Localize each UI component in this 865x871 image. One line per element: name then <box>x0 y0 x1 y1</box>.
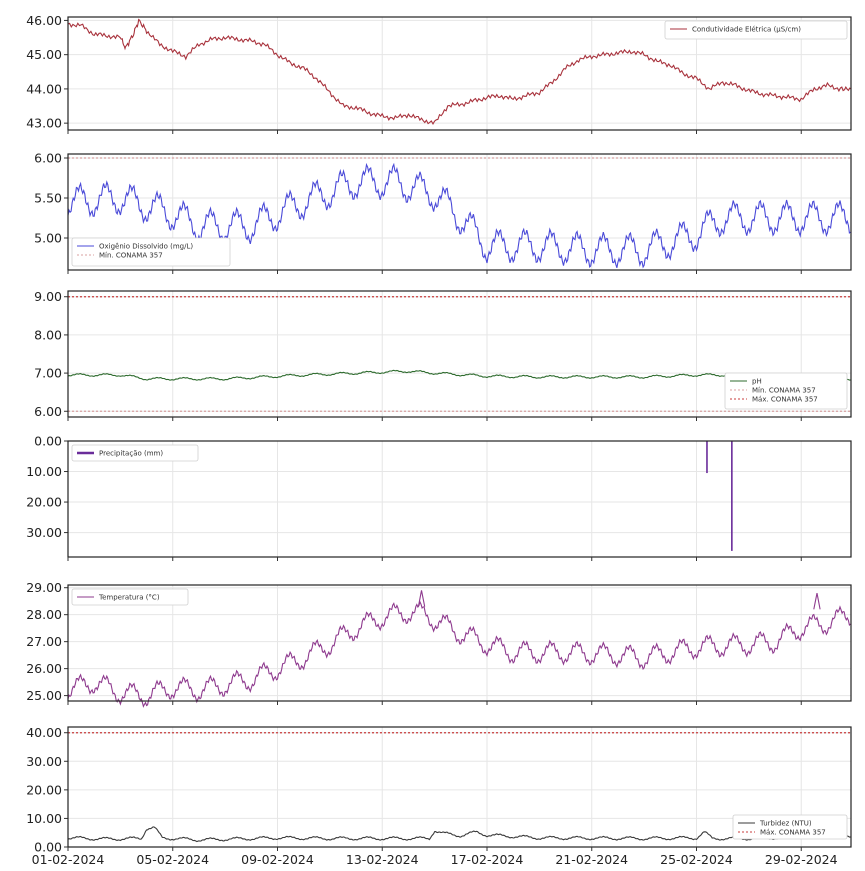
legend: Precipitação (mm) <box>71 444 199 462</box>
y-tick-label: 26.00 <box>26 661 62 676</box>
legend-box <box>724 372 848 410</box>
y-tick-label: 6.00 <box>34 404 62 419</box>
y-tick-label: 28.00 <box>26 607 62 622</box>
plot-frame <box>67 16 852 131</box>
y-tick-label: 29.00 <box>26 580 62 595</box>
data-peak <box>417 590 426 607</box>
y-tick-label: 5.00 <box>34 231 62 246</box>
y-tick-label: 5.50 <box>34 191 62 206</box>
legend-label: Precipitação (mm) <box>99 450 163 458</box>
y-tick-label: 27.00 <box>26 634 62 649</box>
plot-frame <box>67 153 852 271</box>
legend: Turbidez (NTU)Máx. CONAMA 357 <box>732 814 848 840</box>
x-tick-label: 09-02-2024 <box>241 852 314 867</box>
legend-label: Mín. CONAMA 357 <box>752 387 816 395</box>
y-tick-label: 20.00 <box>26 495 62 510</box>
legend-label: Oxigênio Dissolvido (mg/L) <box>99 243 193 251</box>
data-line <box>67 826 851 843</box>
legend-box <box>71 444 199 462</box>
chart-panel-5: 25.00 26.00 27.00 28.00 29.00 Temperatura (°C… <box>26 580 852 708</box>
legend-label: Máx. CONAMA 357 <box>760 829 826 837</box>
y-tick-label: 30.00 <box>26 525 62 540</box>
y-tick-label: 8.00 <box>34 327 62 342</box>
y-tick-label: 10.00 <box>26 811 62 826</box>
plot-frame <box>67 584 852 702</box>
y-tick-label: 30.00 <box>26 754 62 769</box>
legend-box <box>664 20 848 40</box>
y-tick-label: 9.00 <box>34 289 62 304</box>
y-tick-label: 0.00 <box>34 434 62 449</box>
legend-box <box>71 588 189 606</box>
x-tick-label: 29-02-2024 <box>765 852 838 867</box>
y-tick-label: 46.00 <box>26 13 62 28</box>
y-tick-label: 20.00 <box>26 782 62 797</box>
chart-panel-1: 43.00 44.00 45.00 46.00 Condutividade Elétri… <box>26 13 852 134</box>
x-tick-label: 17-02-2024 <box>451 852 524 867</box>
legend: Temperatura (°C) <box>71 588 189 606</box>
y-tick-label: 43.00 <box>26 116 62 131</box>
chart-panel-4: 0.00 10.00 20.00 30.00 Precipitação (mm) <box>26 434 852 561</box>
y-tick-label: 40.00 <box>26 725 62 740</box>
plot-frame <box>67 726 852 848</box>
data-peak <box>813 592 821 610</box>
legend-box <box>71 237 231 267</box>
legend: Condutividade Elétrica (µS/cm) <box>664 20 848 40</box>
x-tick-label: 25-02-2024 <box>660 852 733 867</box>
y-tick-label: 25.00 <box>26 688 62 703</box>
x-tick-label: 05-02-2024 <box>136 852 209 867</box>
y-tick-label: 6.00 <box>34 151 62 166</box>
chart-panel-2: 5.00 5.50 6.00 Oxigênio Dissolvido (mg/L)Mí… <box>34 151 852 274</box>
plot-frame <box>67 290 852 418</box>
x-tick-label: 13-02-2024 <box>346 852 419 867</box>
plot-frame <box>67 440 852 558</box>
x-tick-label: 01-02-2024 <box>32 852 105 867</box>
chart-panel-6: 0.00 10.00 20.00 30.00 40.00 Turbidez (NTU)Má… <box>26 725 852 867</box>
legend-box <box>732 814 848 840</box>
legend-label: pH <box>752 378 762 386</box>
legend-label: Turbidez (NTU) <box>759 820 812 828</box>
legend-label: Condutividade Elétrica (µS/cm) <box>692 26 801 34</box>
data-line <box>67 600 851 708</box>
y-tick-label: 10.00 <box>26 464 62 479</box>
y-tick-label: 7.00 <box>34 366 62 381</box>
legend: Oxigênio Dissolvido (mg/L)Mín. CONAMA 35… <box>71 237 231 267</box>
y-tick-label: 45.00 <box>26 47 62 62</box>
legend-label: Temperatura (°C) <box>98 594 160 602</box>
data-line <box>67 18 852 125</box>
y-tick-label: 0.00 <box>34 840 62 855</box>
y-tick-label: 44.00 <box>26 81 62 96</box>
legend-label: Máx. CONAMA 357 <box>752 396 818 404</box>
legend-label: Mín. CONAMA 357 <box>99 252 163 260</box>
x-tick-label: 21-02-2024 <box>555 852 628 867</box>
data-line <box>67 369 851 383</box>
